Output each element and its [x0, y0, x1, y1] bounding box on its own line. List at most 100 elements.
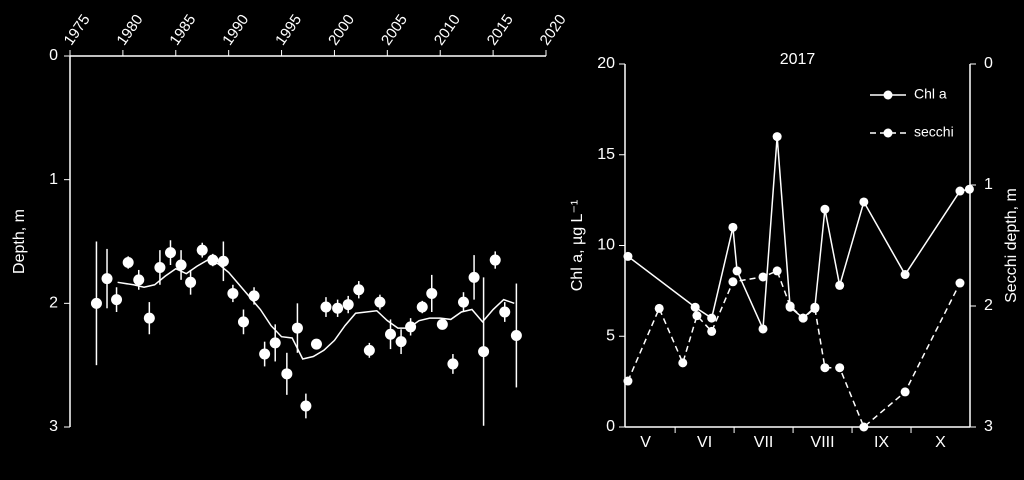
data-point: [269, 337, 281, 349]
data-point: [964, 184, 974, 194]
x-tick-label: X: [935, 434, 946, 451]
legend-marker: [883, 90, 893, 100]
data-point: [510, 329, 522, 341]
y2-axis-label: Secchi depth, m: [1003, 188, 1020, 303]
x-tick-label: 1990: [219, 11, 252, 48]
y-tick-label: 0: [606, 418, 615, 435]
data-point: [207, 254, 219, 266]
y-axis-label: Depth, m: [11, 209, 28, 274]
data-point: [385, 328, 397, 340]
data-point: [623, 251, 633, 261]
data-point: [217, 255, 229, 267]
x-tick-label: 2005: [378, 11, 411, 48]
data-point: [955, 278, 965, 288]
data-point: [489, 254, 501, 266]
data-point: [395, 336, 407, 348]
data-point: [342, 299, 354, 311]
y-tick-label: 1: [49, 171, 58, 188]
data-point: [227, 287, 239, 299]
data-point: [133, 274, 145, 286]
data-point: [690, 302, 700, 312]
x-tick-label: V: [640, 434, 651, 451]
data-point: [820, 363, 830, 373]
data-point: [310, 338, 322, 350]
x-tick-label: VII: [754, 434, 774, 451]
x-tick-label: 2000: [325, 11, 358, 48]
data-point: [101, 273, 113, 285]
series-line: [627, 136, 970, 330]
data-point: [478, 346, 490, 358]
x-tick-label: 2020: [537, 11, 570, 48]
data-point: [374, 296, 386, 308]
x-tick-label: 2010: [431, 11, 464, 48]
data-point: [499, 306, 511, 318]
y2-tick-label: 3: [984, 418, 993, 435]
data-point: [955, 186, 965, 196]
legend-label: Chl a: [914, 86, 947, 102]
series-line: [627, 269, 961, 429]
y2-tick-label: 1: [984, 176, 993, 193]
x-tick-label: 1985: [166, 11, 199, 48]
legend-marker: [883, 128, 893, 138]
chart-title: 2017: [780, 51, 816, 68]
data-point: [405, 321, 417, 333]
y-tick-label: 0: [49, 47, 58, 64]
y-tick-label: 5: [606, 327, 615, 344]
data-point: [785, 301, 795, 311]
data-point: [154, 261, 166, 273]
data-point: [436, 318, 448, 330]
legend-label: secchi: [914, 124, 954, 140]
data-point: [332, 302, 344, 314]
data-point: [707, 326, 717, 336]
data-point: [237, 316, 249, 328]
data-point: [196, 244, 208, 256]
data-point: [728, 277, 738, 287]
data-point: [363, 344, 375, 356]
x-tick-label: VI: [697, 434, 712, 451]
data-point: [900, 387, 910, 397]
y-tick-label: 3: [49, 418, 58, 435]
data-point: [175, 259, 187, 271]
data-point: [707, 313, 717, 323]
data-point: [90, 297, 102, 309]
y2-tick-label: 2: [984, 297, 993, 314]
y-tick-label: 2: [49, 295, 58, 312]
data-point: [447, 358, 459, 370]
data-point: [820, 204, 830, 214]
data-point: [468, 271, 480, 283]
data-point: [654, 303, 664, 313]
data-point: [259, 348, 271, 360]
x-tick-label: 1980: [113, 11, 146, 48]
data-point: [758, 272, 768, 282]
data-point: [281, 368, 293, 380]
y-tick-label: 15: [597, 146, 615, 163]
data-point: [728, 222, 738, 232]
data-point: [798, 313, 808, 323]
data-point: [300, 400, 312, 412]
y-tick-label: 20: [597, 55, 615, 72]
y-tick-label: 10: [597, 237, 615, 254]
y2-tick-label: 0: [984, 55, 993, 72]
data-point: [291, 322, 303, 334]
x-tick-label: IX: [874, 434, 889, 451]
data-point: [320, 301, 332, 313]
trend-line: [117, 259, 515, 360]
x-tick-label: 1975: [61, 11, 94, 48]
data-point: [623, 376, 633, 386]
data-point: [859, 197, 869, 207]
data-point: [692, 311, 702, 321]
x-tick-label: 2015: [484, 11, 517, 48]
x-tick-label: VIII: [811, 434, 835, 451]
data-point: [122, 257, 134, 269]
data-point: [772, 266, 782, 276]
data-point: [678, 358, 688, 368]
data-point: [732, 266, 742, 276]
data-point: [143, 312, 155, 324]
data-point: [835, 280, 845, 290]
y-axis-label: Chl a, µg L⁻¹: [569, 200, 586, 291]
data-point: [457, 296, 469, 308]
data-point: [248, 290, 260, 302]
data-point: [416, 301, 428, 313]
